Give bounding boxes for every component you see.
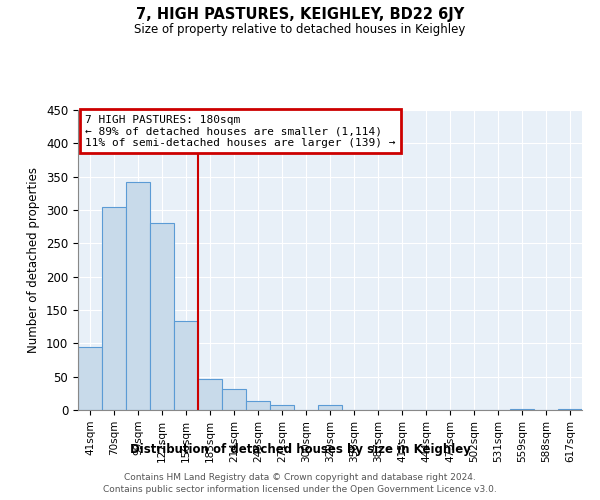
Text: Contains HM Land Registry data © Crown copyright and database right 2024.: Contains HM Land Registry data © Crown c…: [124, 472, 476, 482]
Bar: [222, 390, 246, 410]
Text: 7, HIGH PASTURES, KEIGHLEY, BD22 6JY: 7, HIGH PASTURES, KEIGHLEY, BD22 6JY: [136, 8, 464, 22]
Bar: [126, 182, 150, 410]
Bar: [174, 322, 198, 410]
Bar: [102, 206, 126, 410]
Bar: [198, 378, 222, 410]
Bar: [150, 224, 174, 410]
Bar: [318, 406, 342, 410]
Bar: [78, 346, 102, 410]
Text: Contains public sector information licensed under the Open Government Licence v3: Contains public sector information licen…: [103, 485, 497, 494]
Bar: [270, 404, 294, 410]
Text: 7 HIGH PASTURES: 180sqm
← 89% of detached houses are smaller (1,114)
11% of semi: 7 HIGH PASTURES: 180sqm ← 89% of detache…: [85, 114, 396, 148]
Bar: [510, 408, 534, 410]
Text: Size of property relative to detached houses in Keighley: Size of property relative to detached ho…: [134, 22, 466, 36]
Bar: [246, 402, 270, 410]
Bar: [558, 408, 582, 410]
Y-axis label: Number of detached properties: Number of detached properties: [28, 167, 40, 353]
Text: Distribution of detached houses by size in Keighley: Distribution of detached houses by size …: [130, 442, 470, 456]
